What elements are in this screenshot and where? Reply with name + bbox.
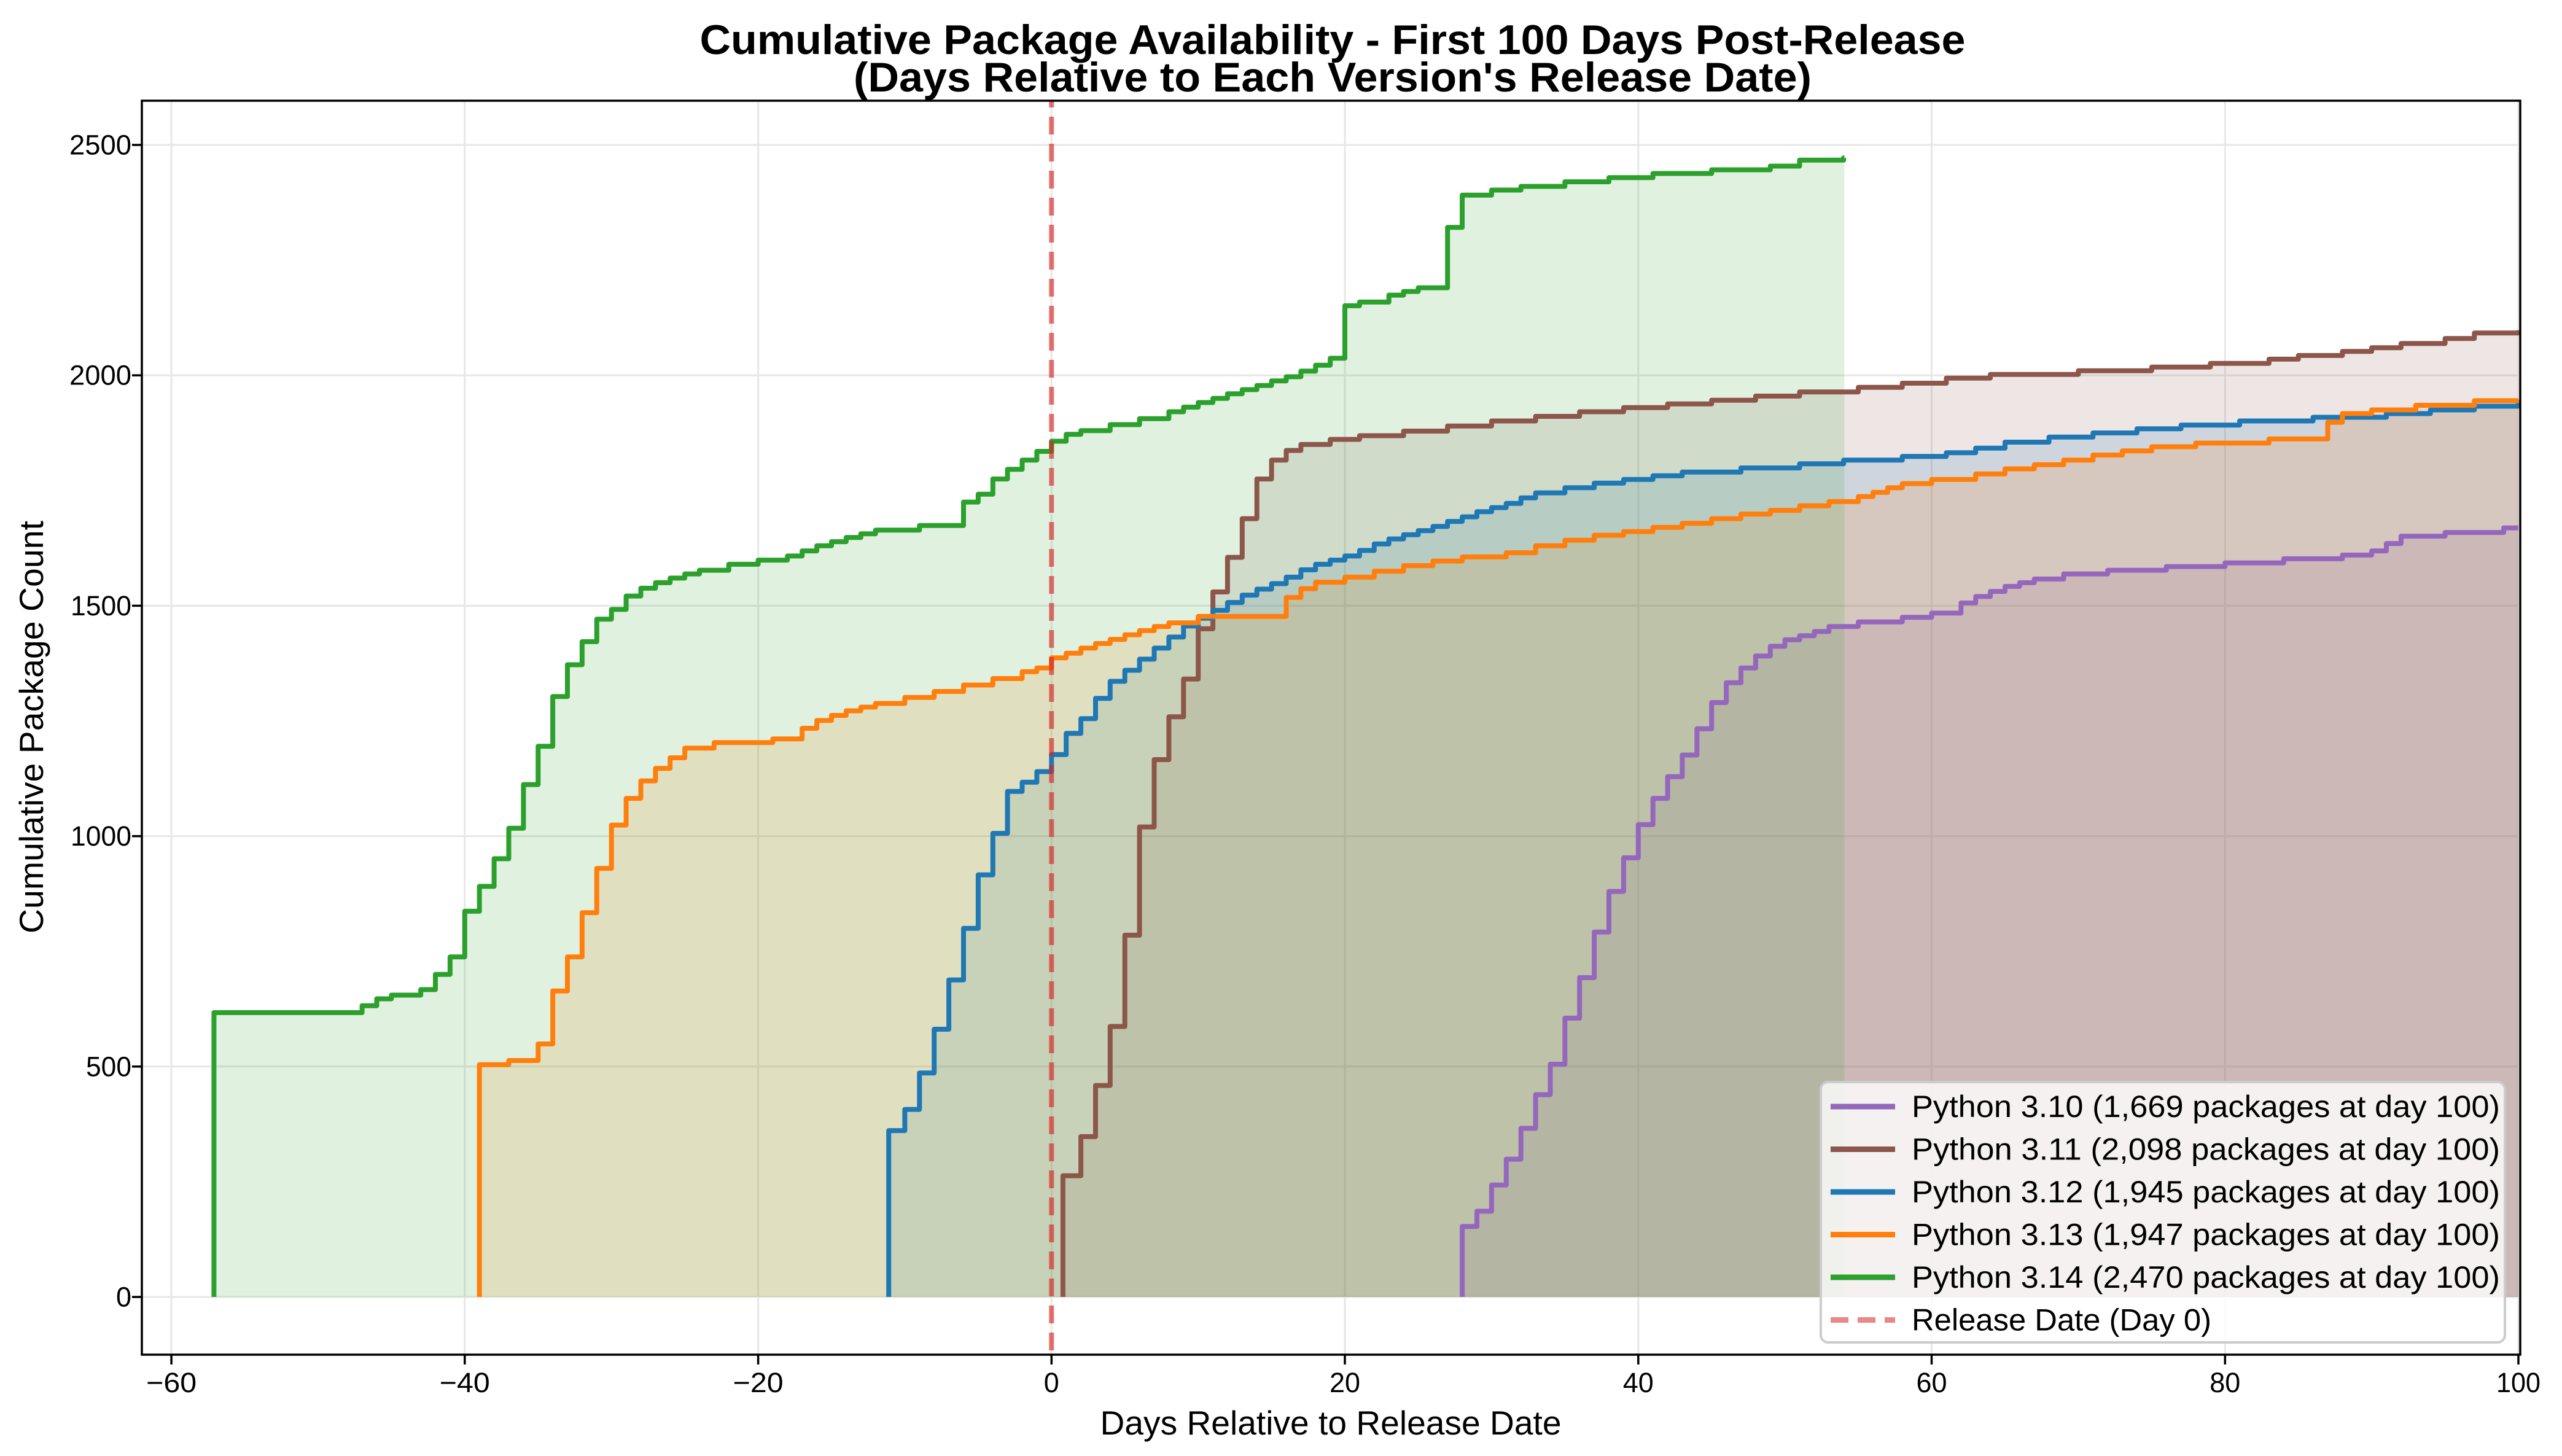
svg-text:1000: 1000: [71, 820, 131, 852]
svg-text:0: 0: [116, 1282, 131, 1313]
svg-text:80: 80: [2210, 1367, 2240, 1398]
svg-text:(Days Relative to Each Version: (Days Relative to Each Version's Release…: [854, 54, 1812, 101]
svg-text:Days Relative to Release Date: Days Relative to Release Date: [1100, 1404, 1562, 1442]
svg-text:Cumulative Package Availabilit: Cumulative Package Availability - First …: [700, 17, 1966, 63]
svg-text:Cumulative Package Count: Cumulative Package Count: [12, 521, 50, 933]
svg-text:Python 3.13 (1,947 packages at: Python 3.13 (1,947 packages at day 100): [1912, 1218, 2500, 1252]
svg-text:Release Date (Day 0): Release Date (Day 0): [1912, 1303, 2211, 1337]
svg-text:100: 100: [2496, 1367, 2541, 1398]
svg-text:Python 3.10 (1,669 packages at: Python 3.10 (1,669 packages at day 100): [1912, 1089, 2500, 1124]
svg-text:40: 40: [1623, 1367, 1654, 1398]
svg-text:Python 3.12 (1,945 packages at: Python 3.12 (1,945 packages at day 100): [1912, 1175, 2500, 1209]
svg-text:0: 0: [1044, 1367, 1059, 1398]
svg-text:60: 60: [1916, 1367, 1947, 1398]
svg-text:2000: 2000: [69, 360, 131, 391]
svg-text:Python 3.11 (2,098 packages at: Python 3.11 (2,098 packages at day 100): [1912, 1132, 2500, 1167]
svg-text:Python 3.14 (2,470 packages at: Python 3.14 (2,470 packages at day 100): [1912, 1260, 2500, 1294]
svg-text:−40: −40: [440, 1367, 490, 1398]
svg-text:2500: 2500: [69, 130, 131, 161]
svg-text:−20: −20: [733, 1367, 784, 1398]
svg-text:−60: −60: [146, 1367, 197, 1398]
svg-text:20: 20: [1330, 1367, 1360, 1398]
svg-text:500: 500: [86, 1051, 131, 1082]
svg-text:1500: 1500: [71, 590, 131, 621]
